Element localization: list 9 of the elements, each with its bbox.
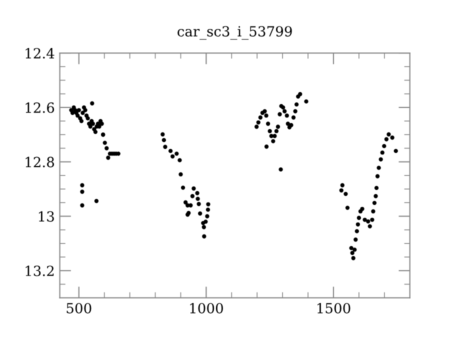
- y-tick-label: 13: [38, 211, 54, 222]
- x-tick-label: 500: [66, 302, 92, 314]
- y-tick-label: 13.2: [26, 266, 54, 276]
- y-tick-label: 12.8: [26, 156, 54, 168]
- y-tick-label: 12.4: [26, 48, 54, 59]
- chart-title: car_sc3_i_53799: [178, 26, 292, 40]
- y-tick-label: 12.6: [26, 102, 54, 113]
- x-tick-label: 1500: [318, 302, 350, 314]
- x-tick-label: 1000: [190, 302, 223, 314]
